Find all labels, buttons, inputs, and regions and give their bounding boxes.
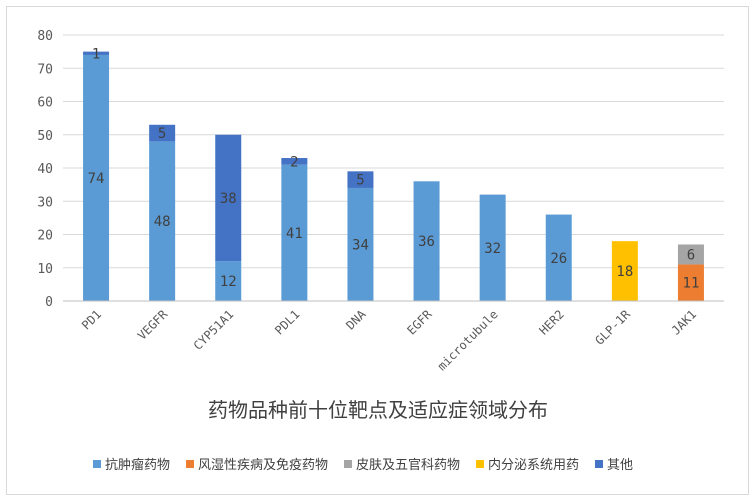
y-tick-label: 30 (37, 195, 53, 210)
bar-segment (149, 124, 176, 142)
chart-frame: 74 1 48 5 12 38 41 2 34 5 36 32 26 18 11 6 0 10 20 30 40 50 6… (6, 6, 749, 495)
legend-swatch (186, 460, 194, 468)
legend: 抗肿瘤药物 风湿性疾病及免疫药物 皮肤及五官科药物 内分泌系统用药 其他 (93, 457, 633, 473)
x-tick-label: microtubule (435, 307, 501, 373)
y-tick-label: 0 (45, 295, 53, 310)
legend-item: 风湿性疾病及免疫药物 (186, 457, 328, 473)
data-label: 38 (220, 191, 237, 207)
data-label: 34 (352, 237, 369, 253)
legend-item: 皮肤及五官科药物 (344, 457, 460, 473)
data-label: 6 (687, 247, 695, 263)
data-label: 74 (88, 171, 105, 187)
data-label: 48 (154, 214, 171, 230)
legend-swatch (93, 460, 101, 468)
bar-segment (677, 244, 704, 265)
legend-item: 内分泌系统用药 (476, 457, 579, 473)
data-label: 32 (484, 241, 501, 257)
y-tick-label: 50 (37, 129, 53, 144)
legend-item: 其他 (595, 458, 633, 473)
bar-segment (545, 214, 572, 301)
data-label: 5 (158, 126, 166, 142)
x-tick-label: JAK1 (669, 307, 699, 337)
legend-label: 内分泌系统用药 (488, 457, 579, 473)
x-tick-label: VEGFR (135, 307, 171, 343)
data-label: 12 (220, 274, 237, 290)
bar-segment (677, 264, 704, 301)
data-label: 18 (616, 264, 633, 280)
data-label: 1 (92, 46, 100, 62)
x-tick-label: PDL1 (272, 307, 302, 337)
label-layer: 74 1 48 5 12 38 41 2 34 5 36 32 26 18 11 6 (88, 46, 700, 291)
chart-svg: 74 1 48 5 12 38 41 2 34 5 36 32 26 18 11 6 0 10 20 30 40 50 6… (37, 29, 724, 473)
bar-layer (83, 51, 704, 302)
x-tick-label: PD1 (79, 307, 104, 332)
data-label: 11 (683, 276, 700, 292)
bar-segment (215, 261, 242, 301)
data-label: 41 (286, 226, 303, 242)
legend-swatch (344, 460, 352, 468)
y-tick-label: 80 (37, 29, 53, 44)
data-label: 5 (356, 173, 364, 189)
bar-segment (479, 194, 506, 301)
data-label: 36 (418, 234, 435, 250)
bar-segment (215, 134, 242, 262)
x-tick-label: HER2 (537, 307, 567, 337)
legend-swatch (476, 460, 484, 468)
bar-segment (413, 181, 440, 301)
bar-segment (347, 171, 374, 188)
bar-segment (611, 241, 638, 301)
bar-segment (281, 164, 308, 301)
bar-segment (83, 54, 110, 302)
legend-swatch (595, 460, 603, 468)
chart-title: 药物品种前十位靶点及适应症领域分布 (208, 398, 548, 422)
legend-label: 抗肿瘤药物 (105, 457, 170, 473)
bar-segment (83, 51, 110, 55)
y-tick-label: 20 (37, 229, 53, 244)
x-tick-label: GLP-1R (592, 307, 633, 348)
x-tick-label: DNA (343, 307, 369, 333)
legend-item: 抗肿瘤药物 (93, 457, 170, 473)
data-label: 2 (290, 154, 298, 170)
y-tick-label: 60 (37, 96, 53, 111)
legend-label: 皮肤及五官科药物 (356, 457, 460, 473)
x-tick-label: CYP51A1 (191, 307, 237, 353)
y-tick-label: 40 (37, 162, 53, 177)
legend-label: 风湿性疾病及免疫药物 (198, 457, 328, 473)
bar-segment (281, 158, 308, 165)
y-tick-label: 10 (37, 262, 53, 277)
bar-segment (149, 141, 176, 301)
bar-segment (347, 187, 374, 301)
legend-label: 其他 (607, 458, 633, 473)
x-tick-label: EGFR (404, 307, 435, 338)
y-tick-label: 70 (37, 62, 53, 77)
data-label: 26 (550, 251, 567, 267)
